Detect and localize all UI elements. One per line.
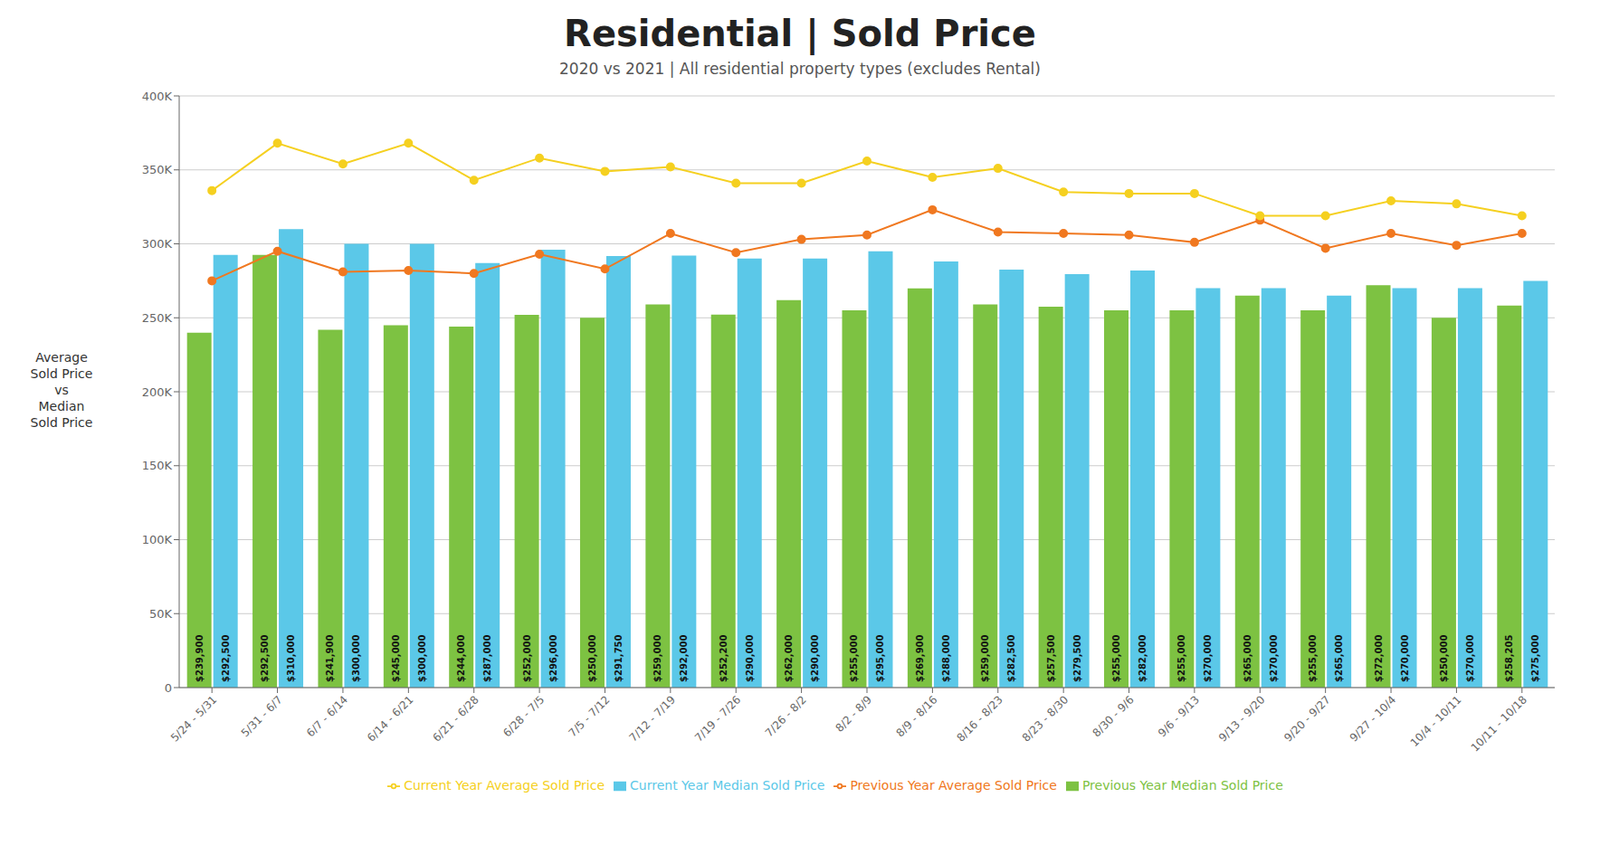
svg-text:200K: 200K (142, 385, 173, 400)
svg-text:$250,000: $250,000 (1438, 634, 1449, 683)
svg-text:$282,500: $282,500 (1006, 634, 1017, 683)
svg-text:$239,900: $239,900 (194, 634, 205, 683)
svg-text:6/14 - 6/21: 6/14 - 6/21 (364, 693, 416, 744)
svg-text:9/20 - 9/27: 9/20 - 9/27 (1281, 693, 1333, 744)
svg-text:$279,500: $279,500 (1072, 634, 1083, 683)
svg-text:$275,000: $275,000 (1530, 634, 1541, 683)
svg-text:$257,500: $257,500 (1046, 634, 1057, 683)
svg-text:$265,000: $265,000 (1333, 634, 1344, 683)
svg-text:7/5 - 7/12: 7/5 - 7/12 (566, 693, 613, 740)
svg-text:400K: 400K (142, 89, 173, 104)
svg-text:8/23 - 8/30: 8/23 - 8/30 (1019, 693, 1071, 744)
svg-text:0: 0 (164, 681, 172, 696)
svg-text:50K: 50K (149, 607, 173, 621)
svg-text:7/19 - 7/26: 7/19 - 7/26 (692, 693, 743, 744)
svg-text:$288,000: $288,000 (941, 634, 952, 683)
svg-text:$265,000: $265,000 (1242, 634, 1253, 683)
html-text:Current Year Average Sold Pric: Current Year Average Sold Price (403, 778, 605, 793)
svg-text:$270,000: $270,000 (1268, 634, 1279, 683)
svg-text:$282,000: $282,000 (1137, 634, 1148, 683)
svg-text:6/21 - 6/28: 6/21 - 6/28 (429, 693, 481, 744)
svg-text:$272,000: $272,000 (1373, 634, 1384, 683)
html-text:Residential | Sold Price: Residential | Sold Price (563, 12, 1037, 55)
svg-text:8/30 - 9/6: 8/30 - 9/6 (1090, 693, 1137, 740)
svg-text:10/4 - 10/11: 10/4 - 10/11 (1408, 693, 1465, 750)
svg-text:5/24 - 5/31: 5/24 - 5/31 (168, 693, 220, 744)
svg-text:$292,500: $292,500 (259, 634, 270, 683)
html-text:Previous Year Average Sold Pri: Previous Year Average Sold Price (850, 778, 1057, 793)
svg-text:150K: 150K (142, 458, 173, 473)
svg-text:100K: 100K (142, 533, 173, 547)
svg-text:$270,000: $270,000 (1202, 634, 1213, 683)
svg-text:$258,205: $258,205 (1504, 634, 1515, 683)
svg-text:$287,000: $287,000 (482, 634, 493, 683)
svg-text:9/13 - 9/20: 9/13 - 9/20 (1216, 693, 1267, 744)
svg-text:$255,000: $255,000 (848, 634, 859, 683)
html-text:Median: Median (38, 399, 85, 414)
svg-text:$292,500: $292,500 (220, 634, 231, 683)
svg-text:$270,000: $270,000 (1465, 634, 1476, 683)
svg-text:$252,000: $252,000 (522, 634, 533, 683)
svg-text:5/31 - 6/7: 5/31 - 6/7 (238, 693, 286, 740)
svg-text:$290,000: $290,000 (744, 634, 755, 683)
html-text:Previous Year Median Sold Pric: Previous Year Median Sold Price (1082, 778, 1284, 793)
svg-text:8/9 - 8/16: 8/9 - 8/16 (893, 693, 940, 740)
svg-text:$310,000: $310,000 (285, 634, 296, 683)
svg-text:350K: 350K (142, 162, 173, 177)
html-text:Current Year Median Sold Price: Current Year Median Sold Price (629, 778, 825, 793)
svg-text:$300,000: $300,000 (351, 634, 362, 683)
svg-text:$270,000: $270,000 (1400, 634, 1410, 683)
svg-text:$259,000: $259,000 (980, 634, 991, 683)
html-text:Sold Price: Sold Price (30, 415, 93, 430)
svg-text:7/26 - 8/2: 7/26 - 8/2 (762, 693, 810, 740)
svg-text:$262,000: $262,000 (783, 634, 794, 683)
svg-text:$244,000: $244,000 (456, 634, 467, 683)
svg-text:$255,000: $255,000 (1307, 634, 1318, 683)
svg-text:$291,750: $291,750 (613, 634, 624, 683)
svg-text:$241,900: $241,900 (324, 634, 335, 683)
svg-text:$269,900: $269,900 (914, 634, 925, 683)
html-text:Average: Average (35, 350, 88, 365)
svg-text:$292,000: $292,000 (678, 634, 689, 683)
svg-text:$296,000: $296,000 (548, 634, 559, 683)
svg-text:10/11 - 10/18: 10/11 - 10/18 (1468, 693, 1530, 754)
html-text:Sold Price: Sold Price (30, 366, 93, 381)
svg-text:$252,200: $252,200 (718, 634, 729, 683)
svg-text:9/27 - 10/4: 9/27 - 10/4 (1347, 693, 1399, 744)
svg-text:$245,000: $245,000 (390, 634, 401, 683)
svg-text:$255,000: $255,000 (1176, 634, 1187, 683)
svg-text:$290,000: $290,000 (809, 634, 820, 683)
svg-text:$250,000: $250,000 (587, 634, 598, 683)
svg-text:7/12 - 7/19: 7/12 - 7/19 (627, 693, 678, 744)
svg-text:9/6 - 9/13: 9/6 - 9/13 (1155, 693, 1202, 740)
svg-text:300K: 300K (142, 237, 173, 251)
svg-text:$255,000: $255,000 (1111, 634, 1122, 683)
svg-text:8/2 - 8/9: 8/2 - 8/9 (832, 693, 875, 735)
svg-text:$259,000: $259,000 (652, 634, 663, 683)
svg-text:6/7 - 6/14: 6/7 - 6/14 (304, 693, 351, 740)
svg-text:$295,000: $295,000 (875, 634, 886, 683)
svg-text:8/16 - 8/23: 8/16 - 8/23 (953, 693, 1005, 744)
svg-text:250K: 250K (142, 311, 173, 325)
svg-text:$300,000: $300,000 (417, 634, 428, 683)
html-text:2020 vs 2021 | All residential: 2020 vs 2021 | All residential property … (559, 59, 1041, 78)
svg-text:6/28 - 7/5: 6/28 - 7/5 (500, 693, 547, 740)
html-text:vs: vs (54, 382, 69, 398)
